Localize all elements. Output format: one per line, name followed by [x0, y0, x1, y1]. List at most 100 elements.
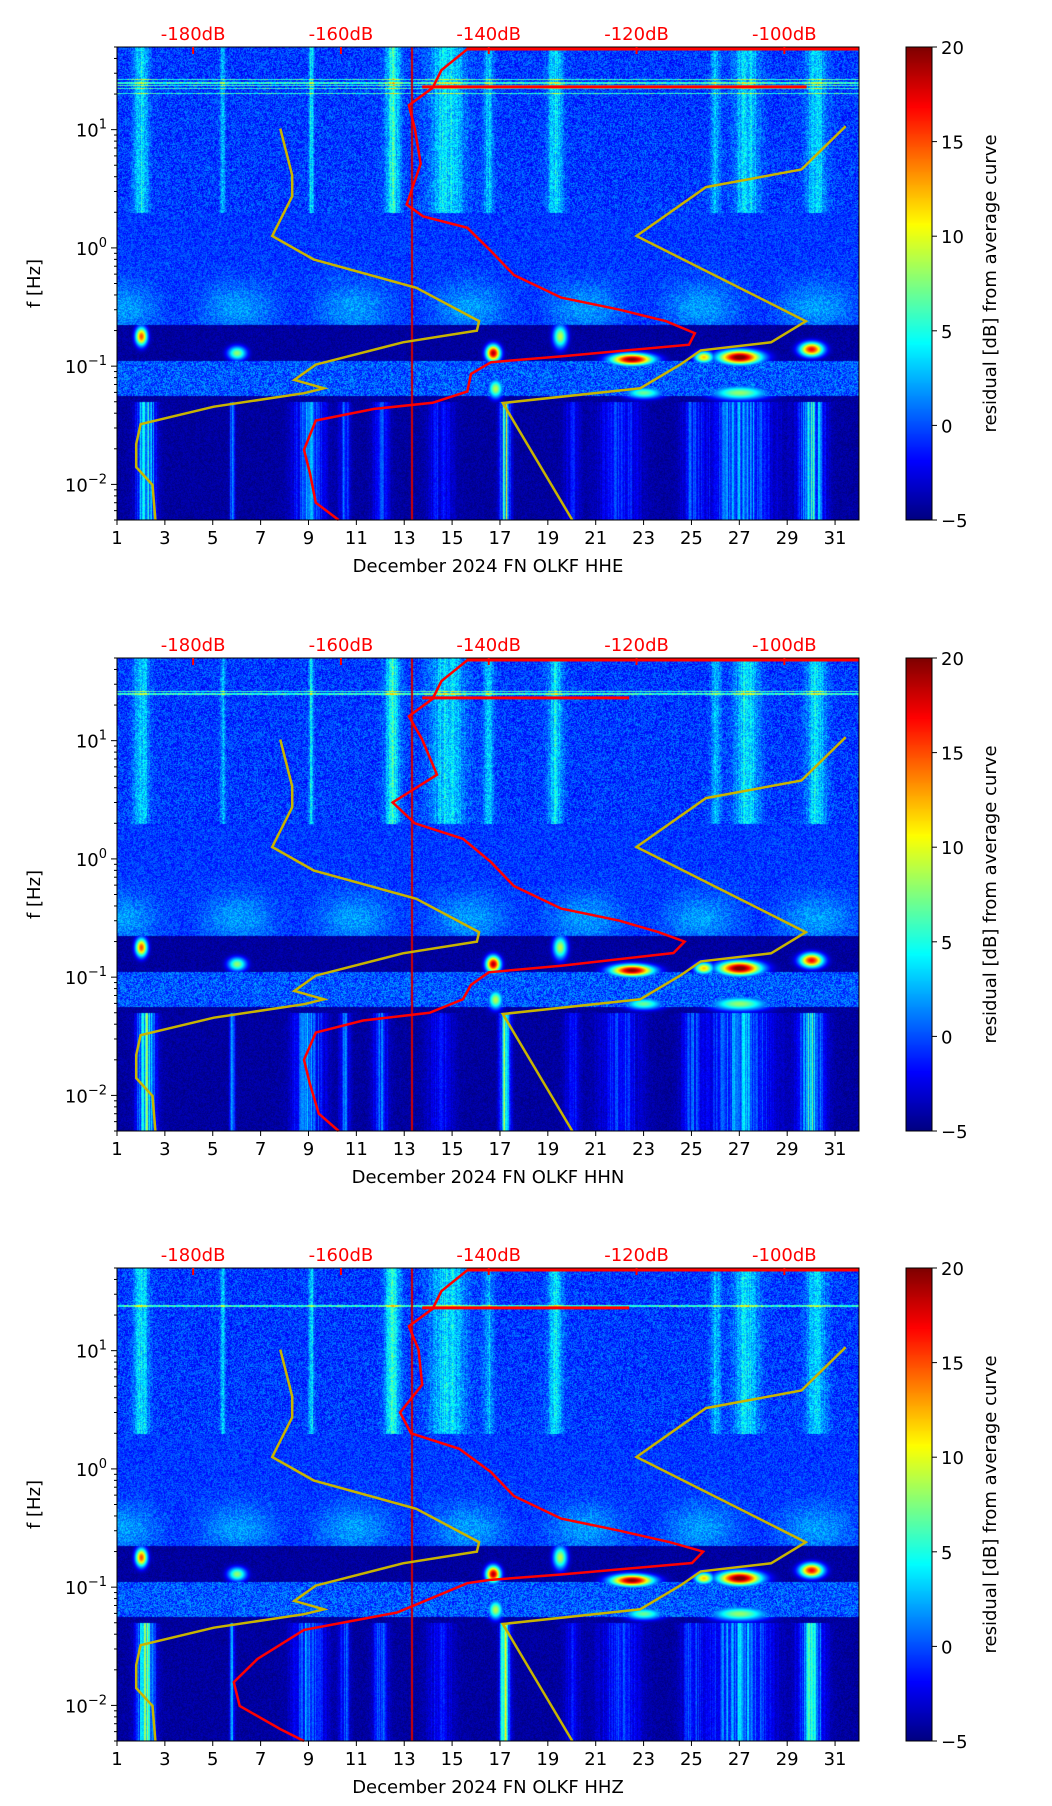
x-tick-label: 3 [159, 1139, 170, 1160]
y-tick-base: 10 [65, 1578, 88, 1599]
colorbar-tick-label: 10 [941, 838, 964, 859]
x-tick-label: 13 [393, 1139, 416, 1160]
x-tick-label: 13 [393, 1749, 416, 1770]
top-tick-label: -100dB [752, 24, 817, 45]
top-tick-label: -120dB [604, 1245, 669, 1266]
x-tick-label: 19 [536, 1749, 559, 1770]
colorbar-frame [905, 1267, 933, 1742]
x-tick-label: 7 [255, 1749, 266, 1770]
x-tick-label: 5 [207, 1139, 218, 1160]
top-tick-label: -180dB [161, 24, 226, 45]
y-tick-base: 10 [65, 1696, 88, 1717]
x-tick-label: 9 [303, 1749, 314, 1770]
x-tick-label: 25 [680, 528, 703, 549]
x-tick-label: 29 [776, 528, 799, 549]
colorbar-tick-label: −5 [941, 1732, 968, 1753]
x-tick-label: 15 [441, 1139, 464, 1160]
y-tick-base: 10 [76, 1460, 99, 1481]
x-tick-label: 19 [536, 528, 559, 549]
x-tick-label: 5 [207, 1749, 218, 1770]
y-tick-exponent: 1 [99, 729, 107, 744]
y-tick-label: 10−1 [65, 1575, 107, 1599]
x-tick-label: 15 [441, 528, 464, 549]
spectrogram-hhz [117, 1268, 859, 1741]
x-tick-label: 1 [111, 1749, 122, 1770]
top-tick-label: -180dB [161, 1245, 226, 1266]
nhnm-curve [500, 1346, 847, 1742]
y-axis-label: f [Hz] [24, 1480, 45, 1529]
x-axis-label: December 2024 FN OLKF HHN [352, 1167, 625, 1188]
x-tick-label: 11 [345, 1139, 368, 1160]
top-tick-label: -180dB [161, 635, 226, 656]
plot-frame [116, 46, 860, 521]
top-tick-label: -160dB [309, 1245, 374, 1266]
top-tick-label: -120dB [604, 24, 669, 45]
y-tick-base: 10 [76, 732, 99, 753]
colorbar-frame [905, 657, 933, 1132]
y-tick-label: 10−1 [65, 354, 107, 378]
y-tick-base: 10 [76, 1342, 99, 1363]
top-tick-label: -160dB [309, 635, 374, 656]
x-tick-label: 27 [728, 1749, 751, 1770]
x-tick-label: 23 [632, 1139, 655, 1160]
x-tick-label: 23 [632, 528, 655, 549]
y-tick-label: 10−2 [65, 472, 107, 496]
top-tick-label: -140dB [456, 24, 521, 45]
x-tick-label: 21 [584, 1749, 607, 1770]
colorbar-label: residual [dB] from average curve [980, 134, 1001, 432]
x-tick-label: 11 [345, 1749, 368, 1770]
x-axis-label: December 2024 FN OLKF HHE [353, 556, 624, 577]
x-tick-label: 29 [776, 1749, 799, 1770]
colorbar-tick-label: 0 [941, 1027, 952, 1048]
y-tick-base: 10 [76, 239, 99, 260]
colorbar-tick-label: 15 [941, 1354, 964, 1375]
colorbar-label: residual [dB] from average curve [980, 1355, 1001, 1653]
colorbar-tick-label: 15 [941, 744, 964, 765]
nlnm-curve [134, 739, 481, 1132]
colorbar-tick-label: 5 [941, 1543, 952, 1564]
colorbar-tick-label: 20 [941, 1259, 964, 1280]
y-tick-base: 10 [76, 121, 99, 142]
colorbar-tick-label: 10 [941, 1448, 964, 1469]
x-tick-label: 3 [159, 1749, 170, 1770]
nlnm-curve [134, 1349, 481, 1742]
y-tick-exponent: −2 [88, 1083, 107, 1098]
y-axis-label: f [Hz] [24, 870, 45, 919]
colorbar-hhn [906, 658, 932, 1131]
nlnm-curve [134, 128, 481, 521]
x-tick-label: 1 [111, 528, 122, 549]
y-tick-base: 10 [65, 1086, 88, 1107]
plot-frame [116, 657, 860, 1132]
top-tick-label: -120dB [604, 635, 669, 656]
x-tick-label: 31 [824, 1139, 847, 1160]
x-tick-label: 27 [728, 1139, 751, 1160]
x-tick-label: 3 [159, 528, 170, 549]
y-tick-exponent: 0 [99, 1457, 107, 1472]
x-tick-label: 9 [303, 528, 314, 549]
y-tick-label: 10−2 [65, 1083, 107, 1107]
x-tick-label: 31 [824, 1749, 847, 1770]
x-tick-label: 15 [441, 1749, 464, 1770]
y-tick-label: 10−2 [65, 1693, 107, 1717]
top-tick-label: -100dB [752, 635, 817, 656]
x-tick-label: 27 [728, 528, 751, 549]
x-tick-label: 9 [303, 1139, 314, 1160]
y-tick-label: 101 [76, 729, 107, 753]
colorbar-tick-label: 20 [941, 38, 964, 59]
y-tick-label: 100 [76, 236, 107, 260]
colorbar-tick-label: 5 [941, 933, 952, 954]
colorbar-hhe [906, 47, 932, 520]
colorbar-tick-label: 15 [941, 133, 964, 154]
x-tick-label: 21 [584, 1139, 607, 1160]
y-tick-base: 10 [65, 475, 88, 496]
y-tick-exponent: 0 [99, 236, 107, 251]
x-tick-label: 17 [489, 1749, 512, 1770]
x-tick-label: 11 [345, 528, 368, 549]
x-tick-label: 13 [393, 528, 416, 549]
x-tick-label: 1 [111, 1139, 122, 1160]
psd-curve [302, 659, 687, 1132]
